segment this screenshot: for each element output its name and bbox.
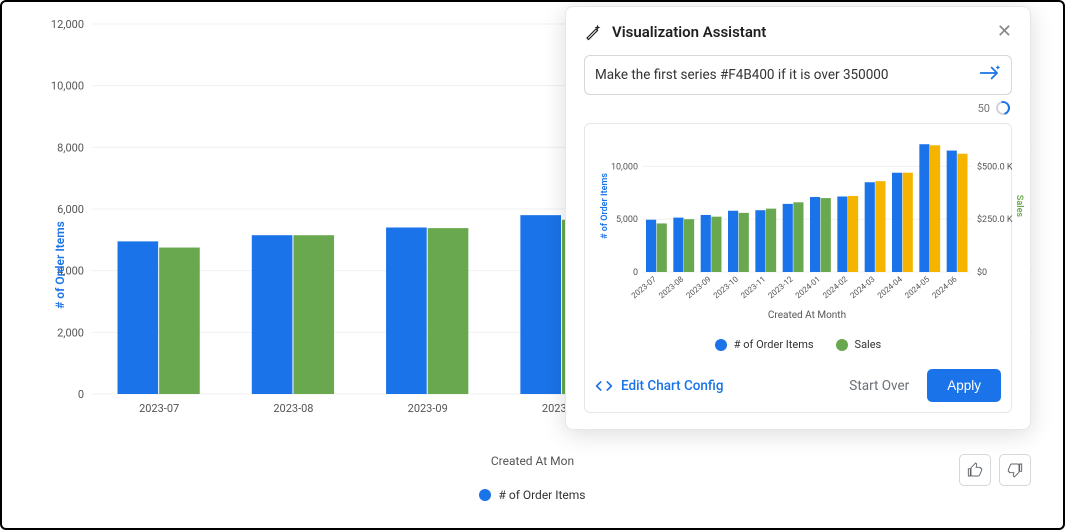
legend-item-orders: # of Order Items [479, 488, 585, 502]
preview-legend: # of Order Items Sales [595, 338, 1001, 351]
svg-text:$0: $0 [977, 267, 987, 278]
legend-dot-icon [836, 339, 848, 351]
svg-text:2023-07: 2023-07 [139, 402, 179, 415]
svg-text:10,000: 10,000 [611, 162, 638, 172]
svg-text:2023-10: 2023-10 [712, 274, 741, 300]
svg-text:2024-04: 2024-04 [876, 274, 905, 300]
svg-text:2023-11: 2023-11 [739, 275, 767, 301]
close-icon[interactable]: ✕ [997, 23, 1012, 41]
svg-text:# of Order Items: # of Order Items [600, 173, 610, 239]
credits-value: 50 [978, 102, 990, 115]
svg-text:2024-05: 2024-05 [903, 274, 932, 300]
edit-chart-config-link[interactable]: Edit Chart Config [595, 378, 723, 394]
svg-text:2024-03: 2024-03 [848, 275, 876, 301]
prompt-input-row: Make the first series #F4B400 if it is o… [584, 55, 1012, 95]
svg-text:2,000: 2,000 [57, 326, 84, 339]
legend-dot-icon [479, 489, 491, 501]
svg-text:8,000: 8,000 [57, 141, 84, 154]
svg-text:$500.0 K: $500.0 K [977, 161, 1013, 172]
preview-legend-sales: Sales [836, 338, 882, 351]
prompt-input[interactable]: Make the first series #F4B400 if it is o… [595, 67, 969, 83]
svg-text:2023-09: 2023-09 [408, 402, 448, 415]
x-axis-title: Created At Mon [2, 454, 1063, 468]
preview-card: 05,00010,000$0$250.0 K$500.0 K2023-07202… [584, 123, 1012, 413]
credits-donut-icon [993, 98, 1012, 117]
svg-text:Sales: Sales [1014, 195, 1024, 218]
legend-dot-icon [715, 339, 727, 351]
send-icon[interactable] [979, 64, 1001, 86]
svg-text:0: 0 [633, 268, 638, 278]
svg-text:6,000: 6,000 [57, 203, 84, 216]
svg-text:2023-07: 2023-07 [630, 274, 659, 300]
svg-text:10,000: 10,000 [51, 80, 84, 93]
legend-label: Sales [855, 338, 882, 351]
assistant-header: Visualization Assistant ✕ [584, 23, 1012, 41]
visualization-assistant-panel: Visualization Assistant ✕ Make the first… [565, 6, 1031, 430]
svg-text:2023-08: 2023-08 [657, 274, 686, 300]
svg-text:12,000: 12,000 [51, 18, 84, 31]
apply-button[interactable]: Apply [927, 369, 1001, 402]
svg-text:2024-02: 2024-02 [821, 274, 850, 300]
legend-label: # of Order Items [498, 488, 585, 502]
svg-text:2023-09: 2023-09 [684, 275, 712, 301]
thumbs-up-button[interactable] [959, 454, 991, 486]
y-axis-title: # of Order Items [53, 221, 67, 309]
edit-config-label: Edit Chart Config [621, 378, 723, 394]
svg-text:2023-08: 2023-08 [273, 402, 313, 415]
main-legend: # of Order Items [2, 488, 1063, 502]
svg-text:0: 0 [78, 388, 84, 401]
preview-legend-orders: # of Order Items [715, 338, 814, 351]
svg-text:2024-06: 2024-06 [930, 274, 959, 300]
start-over-button[interactable]: Start Over [849, 378, 909, 394]
svg-text:$250.0 K: $250.0 K [977, 214, 1013, 225]
svg-text:Created At Month: Created At Month [768, 310, 846, 321]
feedback-row [959, 454, 1031, 486]
svg-text:5,000: 5,000 [616, 215, 638, 225]
legend-label: # of Order Items [734, 338, 814, 351]
preview-chart: 05,00010,000$0$250.0 K$500.0 K2023-07202… [595, 134, 1025, 324]
thumbs-down-button[interactable] [999, 454, 1031, 486]
svg-text:2024-01: 2024-01 [794, 275, 822, 301]
assistant-title: Visualization Assistant [612, 23, 766, 41]
actions-row: Edit Chart Config Start Over Apply [595, 369, 1001, 402]
svg-text:2023-12: 2023-12 [766, 274, 795, 300]
magic-wand-icon [584, 23, 602, 41]
credits-indicator: 50 [584, 101, 1010, 115]
